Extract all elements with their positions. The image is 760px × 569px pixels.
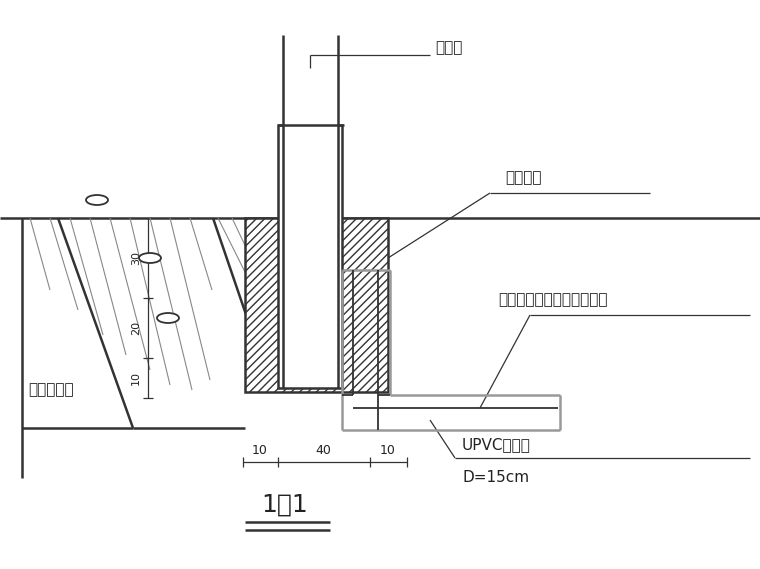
Text: 10: 10 [380, 443, 396, 456]
Text: 弯接头管: 弯接头管 [505, 171, 541, 185]
Ellipse shape [86, 195, 108, 205]
Text: 20: 20 [131, 321, 141, 335]
Text: 10: 10 [252, 443, 268, 456]
Bar [278, 125, 342, 388]
Text: 雨水管埋地就近接雨水系统: 雨水管埋地就近接雨水系统 [498, 292, 607, 307]
Text: 砖砂消能井: 砖砂消能井 [28, 382, 74, 398]
Bar [245, 218, 388, 392]
Text: 30: 30 [131, 251, 141, 265]
Text: UPVC池水管: UPVC池水管 [462, 438, 531, 452]
Ellipse shape [139, 253, 161, 263]
Text: 1－1: 1－1 [261, 493, 309, 517]
Text: 40: 40 [315, 443, 331, 456]
Text: 池水管: 池水管 [435, 40, 462, 56]
Text: D=15cm: D=15cm [462, 471, 529, 485]
Ellipse shape [157, 313, 179, 323]
Text: 10: 10 [131, 371, 141, 385]
